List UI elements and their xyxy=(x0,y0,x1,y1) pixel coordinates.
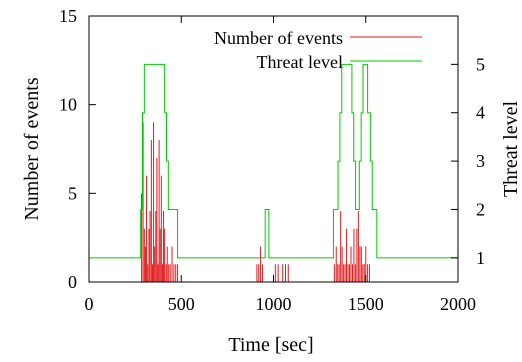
y-axis-title-right: Threat level xyxy=(500,101,522,197)
plot-area xyxy=(89,63,458,282)
legend-label-events: Number of events xyxy=(214,28,343,48)
y-tick-label-left: 10 xyxy=(59,95,77,115)
y-tick-label-right: 2 xyxy=(476,199,485,219)
x-axis-title: Time [sec] xyxy=(228,334,313,356)
y-tick-label-right: 5 xyxy=(476,54,485,74)
x-tick-label: 2000 xyxy=(440,294,476,314)
y-tick-label-left: 5 xyxy=(68,183,77,203)
x-tick-label: 1000 xyxy=(256,294,292,314)
y-tick-label-right: 3 xyxy=(476,151,485,171)
y-tick-label-right: 4 xyxy=(476,103,485,123)
y-tick-label-left: 15 xyxy=(59,6,77,26)
x-tick-label: 500 xyxy=(168,294,195,314)
legend: Number of events Threat level xyxy=(214,28,422,72)
axis-ticks: 0 500 1000 1500 2000 0 5 10 15 1 2 3 4 5 xyxy=(59,6,485,314)
y-axis-title-left: Number of events xyxy=(21,77,43,221)
legend-label-threat: Threat level xyxy=(257,52,343,72)
x-tick-label: 0 xyxy=(85,294,94,314)
y-tick-label-right: 1 xyxy=(476,248,485,268)
x-tick-label: 1500 xyxy=(348,294,384,314)
y-tick-label-left: 0 xyxy=(68,272,77,292)
threat-level-line xyxy=(89,63,458,259)
axis-labels: Time [sec] Number of events Threat level xyxy=(21,77,522,356)
